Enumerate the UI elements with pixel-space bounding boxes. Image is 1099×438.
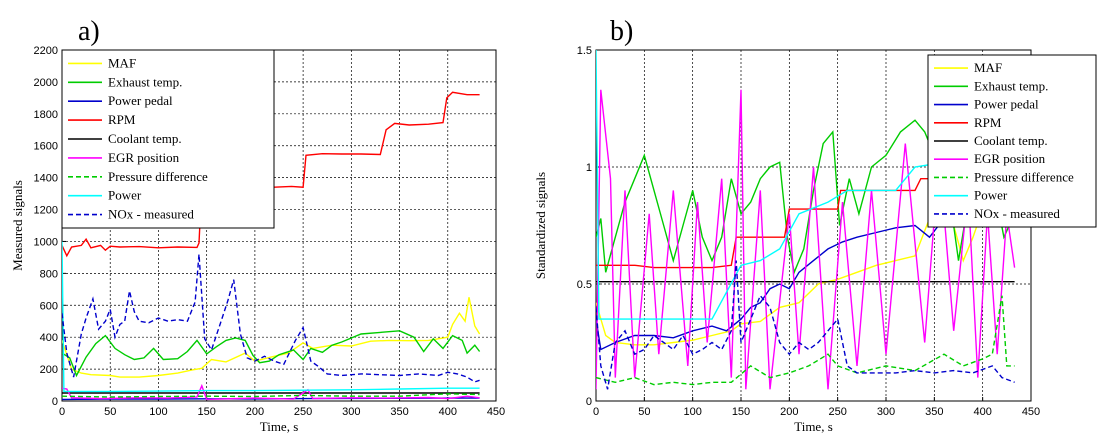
legend-entry: NOx - measured bbox=[108, 207, 194, 222]
series-line-maf bbox=[596, 160, 1015, 346]
y-tick-label: 1.5 bbox=[577, 45, 592, 57]
y-tick-label: 1 bbox=[586, 162, 592, 174]
legend: MAF Exhaust temp. Power pedal RPM Coolant te… bbox=[61, 49, 275, 229]
legend: MAF Exhaust temp. Power pedal RPM Coolant te… bbox=[927, 54, 1097, 228]
y-tick-label: 1000 bbox=[34, 236, 58, 248]
series-group bbox=[62, 91, 481, 401]
y-tick-label: 0 bbox=[52, 396, 58, 408]
legend-entry: Power pedal bbox=[974, 97, 1039, 112]
y-tick-label: 1200 bbox=[34, 205, 58, 217]
x-tick-label: 350 bbox=[390, 406, 408, 418]
x-tick-label: 400 bbox=[439, 406, 457, 418]
x-tick-label: 100 bbox=[683, 406, 701, 418]
chart-panel-2: 0 50 100 150 200 250 300 350 400 450 0 0.5 1 1.5 Time,… bbox=[533, 16, 1097, 434]
x-axis-label: Time, s bbox=[794, 419, 833, 434]
legend-entry: Coolant temp. bbox=[974, 133, 1048, 148]
x-tick-label: 100 bbox=[149, 406, 167, 418]
legend-entry: MAF bbox=[974, 60, 1002, 75]
legend-entry: Power bbox=[108, 188, 142, 203]
x-tick-label: 150 bbox=[732, 406, 750, 418]
series-line-pressure-difference bbox=[62, 393, 480, 398]
y-tick-label: 600 bbox=[40, 300, 58, 312]
y-tick-label: 1400 bbox=[34, 173, 58, 185]
series-line-maf bbox=[62, 297, 481, 378]
x-tick-label: 50 bbox=[104, 406, 116, 418]
panel-label: a) bbox=[78, 16, 100, 47]
series-line-nox-measured bbox=[596, 260, 1015, 390]
x-tick-label: 200 bbox=[246, 406, 264, 418]
x-tick-label: 450 bbox=[487, 406, 505, 418]
y-tick-label: 400 bbox=[40, 332, 58, 344]
series-line-power bbox=[62, 241, 480, 393]
x-tick-label: 250 bbox=[828, 406, 846, 418]
x-tick-label: 300 bbox=[342, 406, 360, 418]
y-tick-label: 1600 bbox=[34, 141, 58, 153]
x-tick-label: 200 bbox=[780, 406, 798, 418]
legend-entry: Power pedal bbox=[108, 93, 173, 108]
x-tick-label: 0 bbox=[593, 406, 599, 418]
x-tick-label: 450 bbox=[1022, 406, 1040, 418]
legend-entry: Exhaust temp. bbox=[974, 78, 1048, 93]
y-tick-label: 0 bbox=[586, 396, 592, 408]
chart-panel-1: 0 50 100 150 200 250 300 350 400 450 0 200 400 600 800… bbox=[10, 16, 505, 434]
legend-entry: NOx - measured bbox=[974, 206, 1060, 221]
legend-entry: EGR position bbox=[974, 151, 1046, 166]
x-tick-label: 0 bbox=[59, 406, 65, 418]
legend-entry: Power bbox=[974, 188, 1008, 203]
y-tick-label: 1800 bbox=[34, 109, 58, 121]
panel-label: b) bbox=[610, 16, 633, 47]
x-tick-label: 50 bbox=[638, 406, 650, 418]
x-tick-label: 300 bbox=[877, 406, 895, 418]
y-axis-label: Measured signals bbox=[10, 180, 25, 271]
y-tick-label: 2000 bbox=[34, 77, 58, 89]
x-tick-label: 400 bbox=[973, 406, 991, 418]
legend-entry: Coolant temp. bbox=[108, 131, 182, 146]
series-line-exhaust-temp- bbox=[62, 330, 481, 378]
x-axis-label: Time, s bbox=[260, 419, 299, 434]
y-tick-label: 2200 bbox=[34, 45, 58, 57]
legend-entry: Pressure difference bbox=[974, 169, 1074, 184]
x-tick-label: 350 bbox=[925, 406, 943, 418]
legend-entry: Exhaust temp. bbox=[108, 74, 182, 89]
series-line-pressure-difference bbox=[596, 295, 1015, 386]
series-line-egr-position bbox=[596, 89, 1016, 390]
legend-entry: RPM bbox=[108, 112, 136, 127]
y-axis-label: Standardized signals bbox=[533, 172, 548, 279]
legend-entry: EGR position bbox=[108, 150, 180, 165]
x-tick-label: 150 bbox=[197, 406, 215, 418]
legend-entry: MAF bbox=[108, 55, 136, 70]
legend-entry: Pressure difference bbox=[108, 169, 208, 184]
legend-entry: RPM bbox=[974, 115, 1002, 130]
y-tick-label: 0.5 bbox=[577, 279, 592, 291]
y-tick-label: 200 bbox=[40, 364, 58, 376]
series-line-egr-position bbox=[62, 383, 480, 401]
x-tick-label: 250 bbox=[294, 406, 312, 418]
y-tick-label: 800 bbox=[40, 268, 58, 280]
